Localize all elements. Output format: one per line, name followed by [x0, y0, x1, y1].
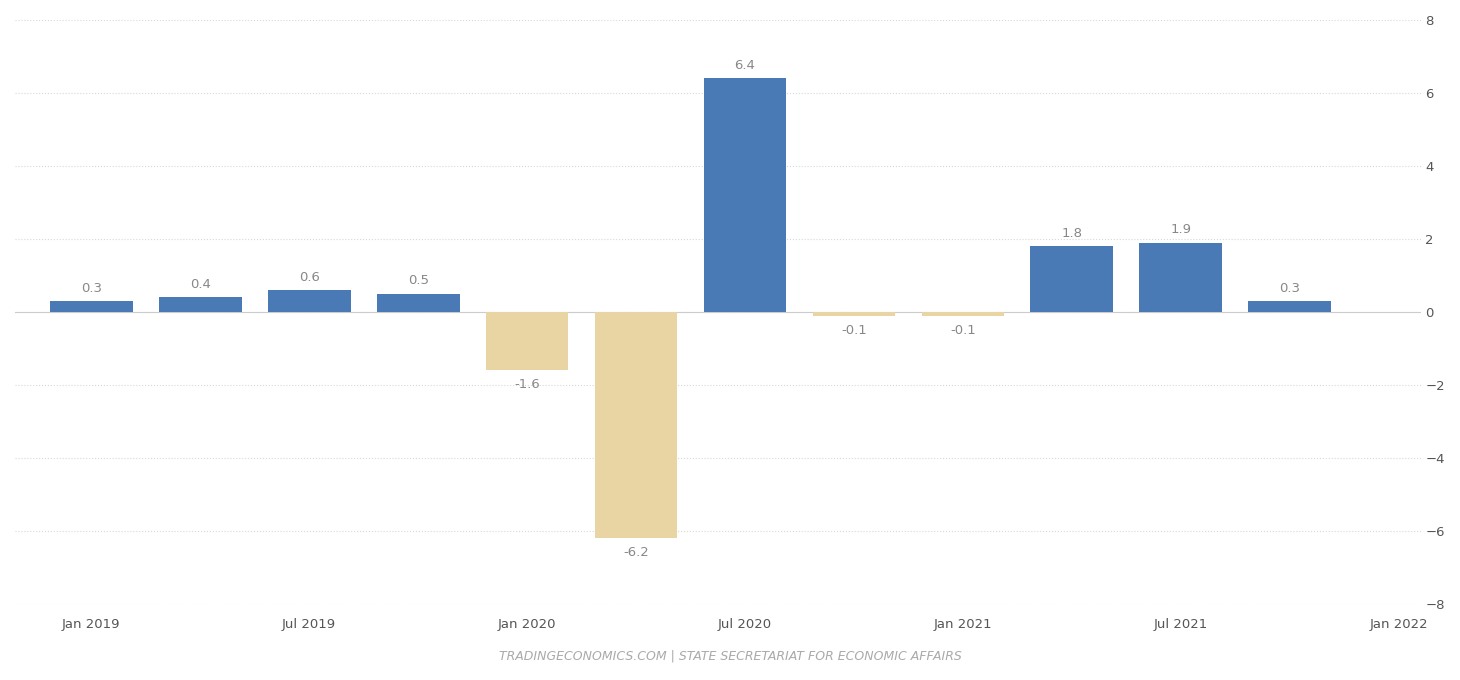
- Text: 0.4: 0.4: [190, 278, 210, 291]
- Bar: [813, 312, 895, 316]
- Bar: [704, 78, 787, 312]
- Text: 0.6: 0.6: [299, 271, 320, 284]
- Bar: [1248, 301, 1332, 312]
- Text: 0.3: 0.3: [1279, 282, 1301, 294]
- Text: 6.4: 6.4: [734, 59, 755, 72]
- Bar: [159, 297, 241, 312]
- Text: 0.5: 0.5: [407, 274, 429, 287]
- Bar: [267, 290, 350, 312]
- Bar: [377, 294, 460, 312]
- Text: -0.1: -0.1: [841, 324, 867, 337]
- Text: 1.9: 1.9: [1171, 223, 1191, 236]
- Text: -6.2: -6.2: [623, 547, 648, 560]
- Bar: [594, 312, 677, 539]
- Bar: [1031, 246, 1114, 312]
- Bar: [921, 312, 1004, 316]
- Bar: [486, 312, 568, 371]
- Text: TRADINGECONOMICS.COM | STATE SECRETARIAT FOR ECONOMIC AFFAIRS: TRADINGECONOMICS.COM | STATE SECRETARIAT…: [499, 650, 961, 663]
- Bar: [1139, 243, 1222, 312]
- Text: -0.1: -0.1: [950, 324, 975, 337]
- Bar: [50, 301, 133, 312]
- Text: -1.6: -1.6: [514, 379, 540, 392]
- Text: 1.8: 1.8: [1061, 226, 1082, 240]
- Text: 0.3: 0.3: [80, 282, 102, 294]
